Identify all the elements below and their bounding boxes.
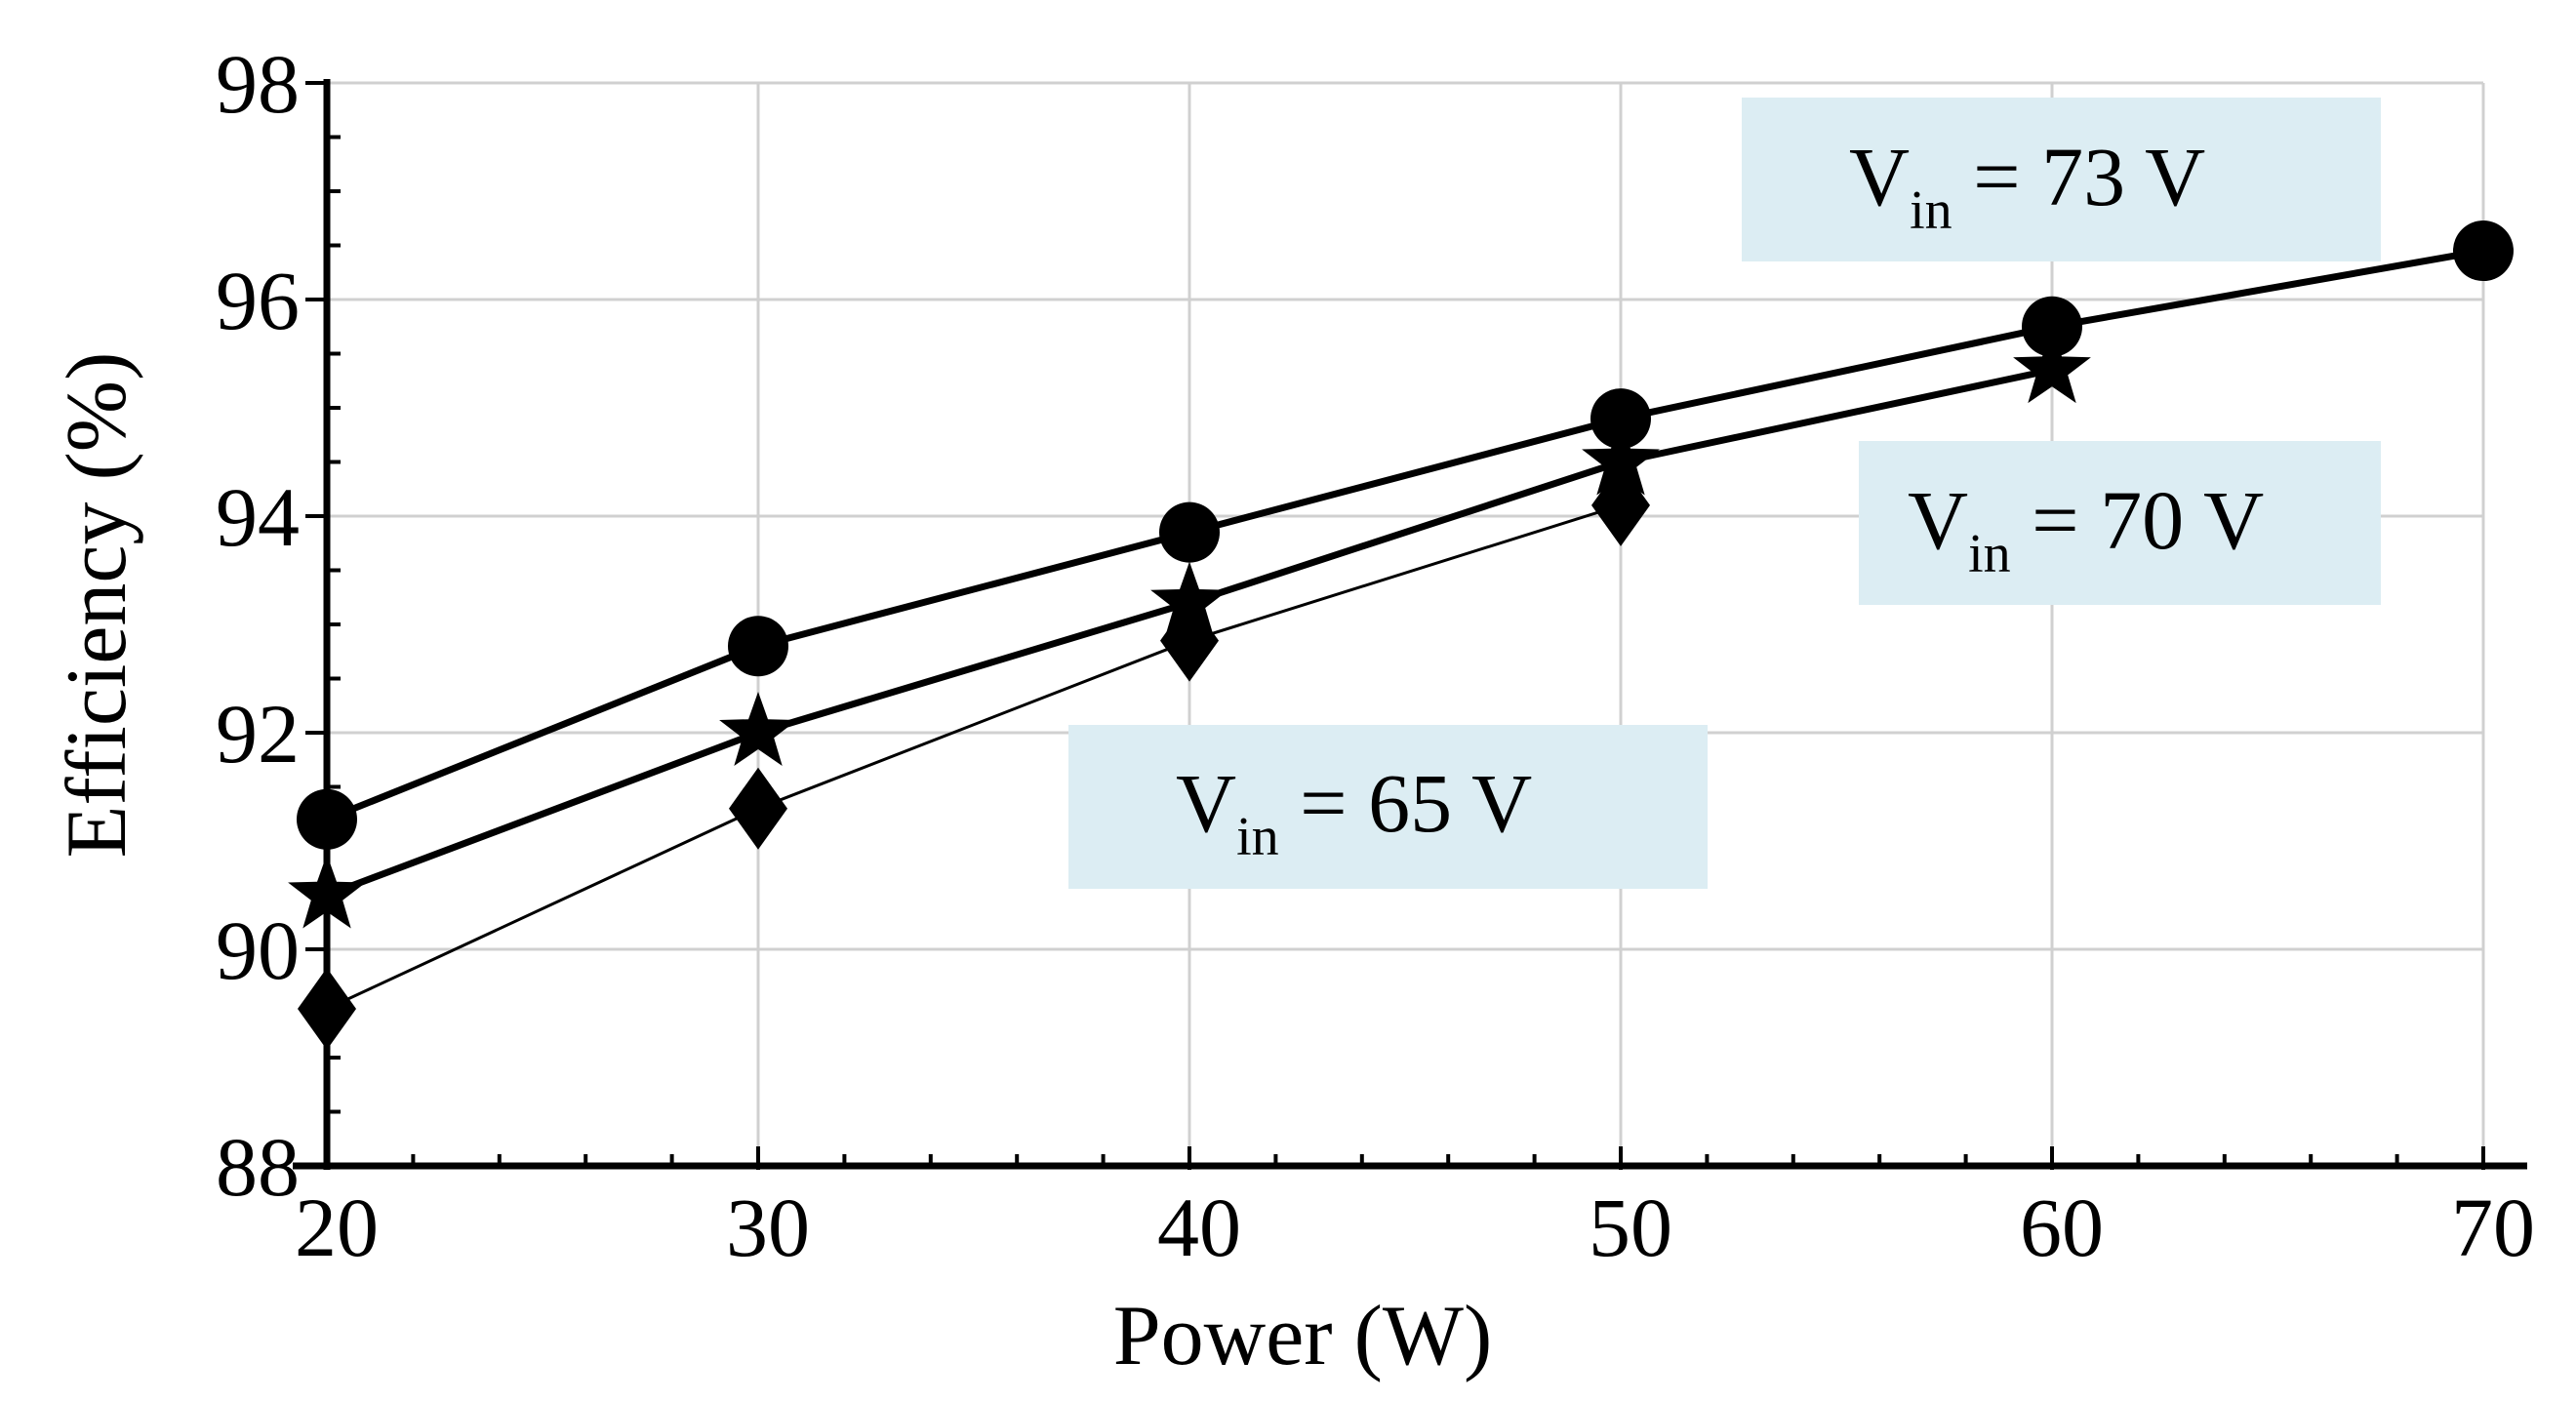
data-point-star <box>2013 329 2091 404</box>
series-label-subscript: in <box>1236 807 1279 867</box>
y-tick-label: 94 <box>216 470 300 564</box>
x-tick-label: 70 <box>2451 1181 2535 1274</box>
series-label-main: V <box>1908 473 1968 567</box>
x-tick-label: 30 <box>726 1181 810 1274</box>
axis-labels: 88 90 92 94 96 98 20 30 40 50 60 70 Power (W) Efficie… <box>50 37 2535 1383</box>
data-point-circle <box>2022 296 2082 357</box>
series-label-box <box>1742 98 2381 261</box>
series-circle <box>297 220 2514 850</box>
series-label-main: V <box>1176 756 1236 850</box>
series-label-main: V <box>1849 130 1910 223</box>
data-point-star <box>1582 421 1660 496</box>
data-point-diamond <box>1591 463 1650 546</box>
y-tick-label: 90 <box>216 903 300 997</box>
series <box>288 220 2514 1051</box>
series-star <box>288 329 2091 929</box>
data-point-star <box>719 692 797 766</box>
data-point-circle <box>297 788 357 850</box>
y-tick-label: 88 <box>216 1120 300 1214</box>
series-label-box <box>1068 725 1708 889</box>
series-label: Vin = 73 V <box>1849 130 2205 241</box>
x-axis-title: Power (W) <box>1113 1289 1493 1383</box>
y-tick-label: 96 <box>216 254 300 347</box>
x-tick-label: 40 <box>1157 1181 1241 1274</box>
data-point-star <box>288 854 366 929</box>
series-label-subscript: in <box>1910 180 1952 241</box>
series-label-rest: = 65 V <box>1279 756 1533 850</box>
y-tick-label: 98 <box>216 37 300 131</box>
data-point-circle <box>2453 220 2514 282</box>
x-tick-label: 20 <box>295 1181 379 1274</box>
data-point-circle <box>1590 388 1651 450</box>
series-label-rest: = 73 V <box>1952 130 2206 223</box>
y-axis-title: Efficiency (%) <box>50 352 144 859</box>
series-label-subscript: in <box>1968 524 2011 584</box>
data-point-diamond <box>729 767 787 850</box>
series-label-box <box>1859 441 2381 605</box>
data-point-diamond <box>298 968 356 1051</box>
series-line <box>326 503 1622 1011</box>
data-point-star <box>1150 561 1228 636</box>
x-tick-label: 60 <box>2020 1181 2104 1274</box>
series-label-rest: = 70 V <box>2011 473 2265 567</box>
y-tick-label: 92 <box>216 687 300 781</box>
series-label: Vin = 70 V <box>1908 473 2264 584</box>
series-line <box>325 247 2484 823</box>
data-point-circle <box>1159 501 1220 563</box>
series-label: Vin = 65 V <box>1176 756 1532 867</box>
x-tick-label: 50 <box>1589 1181 1672 1274</box>
data-point-circle <box>728 616 788 677</box>
